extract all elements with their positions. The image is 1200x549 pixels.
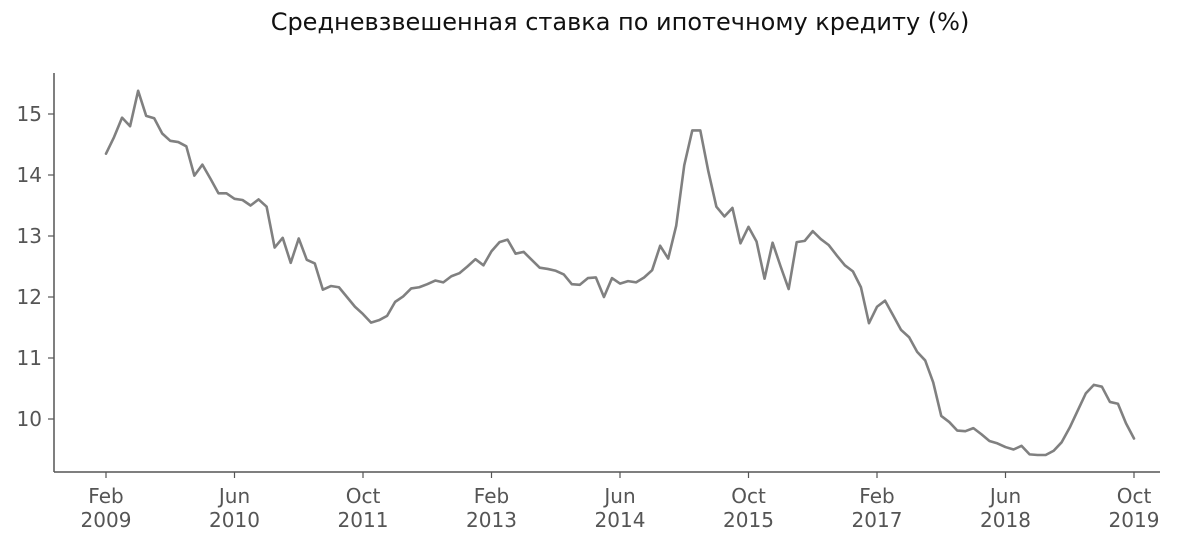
x-tick-label-month: Oct	[731, 484, 766, 508]
series-layer	[104, 89, 1136, 457]
x-tick-label-month: Oct	[1117, 484, 1152, 508]
x-tick-label-year: 2011	[338, 508, 389, 532]
x-tick-label-year: 2013	[466, 508, 517, 532]
y-tick-label: 10	[17, 407, 42, 431]
x-tick-label: Jun 2018	[980, 484, 1031, 532]
x-tick-label-month: Jun	[988, 484, 1021, 508]
x-tick-label: Jun 2014	[595, 484, 646, 532]
x-tick-label-year: 2010	[209, 508, 260, 532]
axes	[48, 73, 1160, 478]
x-tick-label: Jun 2010	[209, 484, 260, 532]
x-tick-label: Feb 2013	[466, 484, 517, 532]
x-tick-label-year: 2017	[852, 508, 903, 532]
y-tick-label: 14	[17, 163, 42, 187]
x-tick-label-year: 2018	[980, 508, 1031, 532]
x-tick-label-month: Jun	[217, 484, 250, 508]
x-tick-label-year: 2015	[723, 508, 774, 532]
x-tick-label-month: Jun	[602, 484, 635, 508]
y-tick-label: 12	[17, 285, 42, 309]
chart-title: Средневзвешенная ставка по ипотечному кр…	[270, 8, 970, 36]
x-tick-label: Feb 2017	[852, 484, 903, 532]
x-tick-label: Oct 2019	[1109, 484, 1160, 532]
y-tick-label: 11	[17, 346, 42, 370]
series-line	[104, 89, 1136, 457]
x-tick-label-month: Feb	[88, 484, 123, 508]
x-tick-label-year: 2009	[81, 508, 132, 532]
x-tick-label-month: Feb	[474, 484, 509, 508]
x-tick-label-year: 2019	[1109, 508, 1160, 532]
y-tick-label: 13	[17, 224, 42, 248]
x-tick-label: Oct 2011	[338, 484, 389, 532]
x-tick-label: Oct 2015	[723, 484, 774, 532]
y-tick-label: 15	[17, 102, 42, 126]
x-tick-label-month: Oct	[346, 484, 381, 508]
x-tick-label-year: 2014	[595, 508, 646, 532]
x-tick-label: Feb 2009	[81, 484, 132, 532]
x-tick-label-month: Feb	[859, 484, 894, 508]
